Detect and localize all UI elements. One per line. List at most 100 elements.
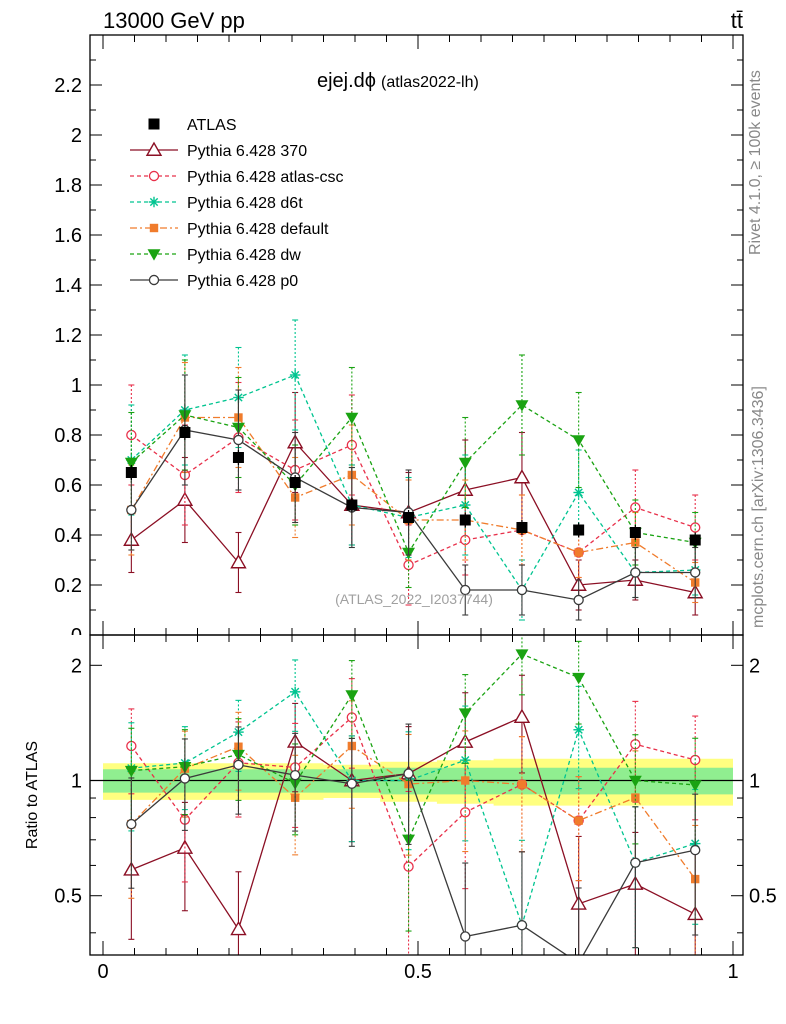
legend-entry-atlas-csc: Pythia 6.428 atlas-csc — [130, 169, 344, 186]
ratio-errbar-p0 — [405, 723, 412, 845]
main-line-dw — [130, 404, 696, 554]
ratio-line-370 — [131, 716, 696, 931]
main-point-p0 — [126, 504, 137, 516]
main-y-tick-label: 0.4 — [54, 525, 82, 547]
main-point-p0 — [630, 567, 641, 578]
legend-label-370: Pythia 6.428 370 — [187, 143, 307, 160]
main-series-atlas-csc — [126, 381, 701, 606]
analysis-watermark: (ATLAS_2022_I2037744) — [335, 591, 493, 607]
ratio-errbar-p0 — [348, 737, 355, 847]
ratio-point-dw — [688, 780, 702, 792]
plot-title: ejej.dϕ — [317, 70, 376, 92]
data-point — [346, 499, 358, 511]
ratio-errbar-370 — [235, 871, 242, 955]
data-point — [232, 452, 244, 463]
ratio-point-p0 — [233, 759, 244, 771]
legend-entry-atlas: ATLAS — [148, 117, 237, 134]
ratio-uncertainty-bands — [90, 758, 743, 806]
ratio-point-p0 — [516, 920, 528, 931]
ratio-point-dw — [572, 672, 586, 685]
mcplots-label: mcplots.cern.ch [arXiv:1306.3436] — [750, 386, 767, 628]
ratio-point-p0 — [630, 857, 641, 868]
ratio-errbar-d6t — [292, 659, 299, 732]
main-errbar-dw — [575, 391, 582, 489]
ratio-point-d6t — [289, 686, 301, 698]
ratio-point-p0 — [574, 959, 583, 968]
main-y-zero-label: 0 — [71, 625, 82, 647]
legend-entry-d6t: Pythia 6.428 d6t — [130, 195, 303, 212]
x-tick-label: 1 — [727, 961, 738, 983]
ratio-errbar-default — [575, 776, 582, 882]
legend-entry-370: Pythia 6.428 370 — [130, 141, 307, 160]
main-y-tick-label: 1.8 — [54, 175, 82, 197]
ratio-errbar-p0 — [518, 851, 525, 955]
ratio-errbar-atlas-csc — [632, 700, 639, 803]
data-point — [459, 514, 471, 526]
ratio-point-dw — [628, 775, 642, 788]
main-line-d6t — [130, 374, 696, 592]
ratio-series-dw — [124, 635, 702, 932]
main-y-tick-label: 2.2 — [54, 75, 82, 97]
ratio-point-p0 — [690, 844, 701, 856]
main-point-dw — [458, 457, 472, 470]
legend-label-atlas-csc: Pythia 6.428 atlas-csc — [187, 169, 344, 186]
ratio-errbar-p0 — [692, 793, 699, 936]
ratio-errbar-p0 — [292, 732, 299, 832]
ratio-y-tick-label-left: 0.5 — [54, 886, 82, 908]
main-line-default — [130, 416, 696, 584]
ratio-errbar-p0 — [181, 738, 188, 831]
ratio-y-tick-label-left: 1 — [71, 771, 82, 793]
legend-label-p0: Pythia 6.428 p0 — [187, 273, 298, 290]
main-point-370 — [230, 554, 247, 569]
mc-curves — [123, 319, 704, 968]
data-point — [573, 524, 585, 536]
main-errbar-d6t — [292, 319, 299, 431]
legend-marker-p0 — [148, 274, 160, 286]
legend-marker-d6t — [148, 196, 160, 208]
legend-label-default: Pythia 6.428 default — [187, 221, 329, 238]
legend-marker-370 — [145, 141, 163, 156]
ratio-point-370 — [230, 920, 247, 936]
energy-label: 13000 GeV pp — [103, 8, 245, 33]
legend-entry-default: Pythia 6.428 default — [130, 221, 329, 238]
legend-entry-p0: Pythia 6.428 p0 — [130, 273, 298, 290]
main-point-default — [574, 548, 583, 557]
ratio-point-p0 — [346, 778, 358, 789]
main-point-d6t — [573, 487, 584, 498]
data-point — [629, 527, 641, 538]
legend-entry-dw: Pythia 6.428 dw — [130, 247, 301, 264]
main-point-d6t — [289, 369, 301, 381]
legend-marker-default — [149, 223, 159, 233]
legend-marker-atlas — [148, 118, 160, 130]
ratio-errbar-p0 — [462, 862, 469, 955]
ratio-errbar-p0 — [632, 806, 639, 949]
main-point-p0 — [516, 584, 528, 596]
legend-label-dw: Pythia 6.428 dw — [187, 247, 301, 264]
ratio-series-p0 — [126, 723, 701, 968]
ratio-y-tick-label-right: 0.5 — [749, 886, 777, 908]
ratio-point-default — [631, 793, 640, 802]
ratio-axis-label: Ratio to ATLAS — [24, 741, 41, 849]
x-tick-label: 0 — [97, 961, 108, 983]
main-y-tick-label: 1 — [71, 375, 82, 397]
main-point-dw — [345, 412, 359, 425]
ratio-point-dw — [458, 708, 472, 720]
ratio-errbar-p0 — [575, 887, 582, 955]
tick-labels: 0.2 0.4 0.6 0.8 1 1.2 1.4 1.6 1.8 2 2.2 0 0 0.5 1 0.5 0.… — [54, 75, 777, 983]
ratio-point-p0 — [403, 768, 414, 779]
legend-label-atlas: ATLAS — [187, 117, 237, 134]
main-series-dw — [124, 354, 702, 589]
ratio-y-tick-label-left: 2 — [71, 655, 82, 677]
ratio-series-atlas-csc — [126, 678, 701, 955]
process-label: tt̄ — [731, 8, 743, 33]
plot-title-suffix: (atlas2022-lh) — [381, 74, 479, 91]
ratio-point-dw — [345, 690, 359, 702]
ratio-point-dw — [124, 765, 138, 778]
main-y-tick-label: 1.2 — [54, 325, 82, 347]
legend-label-d6t: Pythia 6.428 d6t — [187, 195, 303, 212]
ratio-y-tick-label-right: 2 — [749, 655, 760, 677]
ratio-line-dw — [131, 653, 696, 841]
main-y-tick-label: 1.4 — [54, 275, 82, 297]
main-point-p0 — [573, 594, 584, 606]
